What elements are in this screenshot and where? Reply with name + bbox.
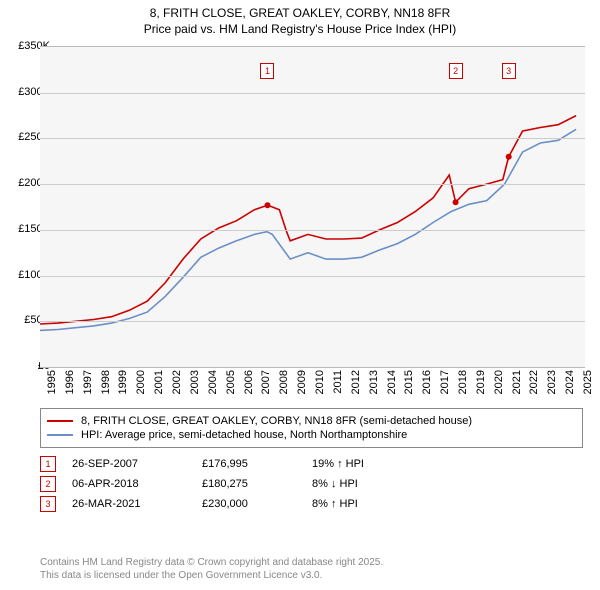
x-tick-label: 2025 [582, 370, 594, 400]
x-tick-label: 2016 [421, 370, 433, 400]
x-tick-label: 2006 [243, 370, 255, 400]
x-tick-label: 2010 [314, 370, 326, 400]
x-tick-label: 2005 [225, 370, 237, 400]
x-tick-label: 1995 [46, 370, 58, 400]
legend-label: HPI: Average price, semi-detached house,… [81, 429, 407, 441]
sales-table: 1 26-SEP-2007£176,99519% ↑ HPI 2 06-APR-201… [40, 452, 412, 516]
chart-marker-1: 1 [260, 63, 274, 79]
chart-plot-area: 1 2 3 [40, 46, 585, 368]
sales-row-marker: 2 [40, 476, 56, 492]
sale-point [453, 199, 459, 205]
x-tick-label: 2004 [207, 370, 219, 400]
x-tick-label: 1998 [100, 370, 112, 400]
x-tick-label: 1997 [82, 370, 94, 400]
x-tick-label: 1999 [117, 370, 129, 400]
attribution-line-2: This data is licensed under the Open Gov… [40, 569, 383, 582]
chart-marker-2: 2 [449, 63, 463, 79]
legend-row: 8, FRITH CLOSE, GREAT OAKLEY, CORBY, NN1… [47, 415, 576, 427]
x-tick-label: 2022 [528, 370, 540, 400]
sales-row-price: £176,995 [202, 458, 312, 470]
x-tick-label: 2023 [546, 370, 558, 400]
attribution-line-1: Contains HM Land Registry data © Crown c… [40, 556, 383, 569]
title-line-2: Price paid vs. HM Land Registry's House … [0, 22, 600, 38]
legend-row: HPI: Average price, semi-detached house,… [47, 429, 576, 441]
x-tick-label: 2019 [475, 370, 487, 400]
grid-line [40, 321, 585, 322]
legend-label: 8, FRITH CLOSE, GREAT OAKLEY, CORBY, NN1… [81, 415, 472, 427]
x-tick-label: 2009 [296, 370, 308, 400]
sales-row-delta: 8% ↑ HPI [312, 498, 412, 510]
sales-row-price: £230,000 [202, 498, 312, 510]
x-tick-label: 2018 [457, 370, 469, 400]
x-tick-label: 2024 [564, 370, 576, 400]
sales-row: 2 06-APR-2018£180,2758% ↓ HPI [40, 476, 412, 492]
x-tick-label: 2008 [278, 370, 290, 400]
grid-line [40, 93, 585, 94]
grid-line [40, 184, 585, 185]
x-tick-label: 2000 [135, 370, 147, 400]
sales-row-date: 06-APR-2018 [72, 478, 202, 490]
chart-marker-3: 3 [502, 63, 516, 79]
sales-row-price: £180,275 [202, 478, 312, 490]
sales-row: 3 26-MAR-2021£230,0008% ↑ HPI [40, 496, 412, 512]
title-line-1: 8, FRITH CLOSE, GREAT OAKLEY, CORBY, NN1… [0, 6, 600, 22]
grid-line [40, 230, 585, 231]
x-tick-label: 2012 [350, 370, 362, 400]
x-tick-label: 2002 [171, 370, 183, 400]
series-price_paid [40, 116, 576, 324]
sales-row-date: 26-MAR-2021 [72, 498, 202, 510]
x-tick-label: 2021 [511, 370, 523, 400]
legend-swatch-price [47, 420, 73, 422]
x-tick-label: 2013 [368, 370, 380, 400]
sales-row-delta: 19% ↑ HPI [312, 458, 412, 470]
sales-row-date: 26-SEP-2007 [72, 458, 202, 470]
legend: 8, FRITH CLOSE, GREAT OAKLEY, CORBY, NN1… [40, 408, 583, 448]
x-tick-label: 2014 [386, 370, 398, 400]
sales-row-marker: 1 [40, 456, 56, 472]
sales-row-marker: 3 [40, 496, 56, 512]
attribution: Contains HM Land Registry data © Crown c… [40, 556, 383, 582]
chart-svg [40, 47, 585, 367]
grid-line [40, 138, 585, 139]
title-block: 8, FRITH CLOSE, GREAT OAKLEY, CORBY, NN1… [0, 0, 600, 37]
x-tick-label: 2020 [493, 370, 505, 400]
x-tick-label: 2003 [189, 370, 201, 400]
x-tick-label: 2011 [332, 370, 344, 400]
x-tick-label: 2007 [260, 370, 272, 400]
grid-line [40, 276, 585, 277]
sales-row-delta: 8% ↓ HPI [312, 478, 412, 490]
sales-row: 1 26-SEP-2007£176,99519% ↑ HPI [40, 456, 412, 472]
x-tick-label: 2015 [403, 370, 415, 400]
sale-point [265, 202, 271, 208]
x-tick-label: 1996 [64, 370, 76, 400]
sale-point [506, 154, 512, 160]
x-tick-label: 2001 [153, 370, 165, 400]
legend-swatch-hpi [47, 434, 73, 436]
chart-container: 8, FRITH CLOSE, GREAT OAKLEY, CORBY, NN1… [0, 0, 600, 590]
x-tick-label: 2017 [439, 370, 451, 400]
